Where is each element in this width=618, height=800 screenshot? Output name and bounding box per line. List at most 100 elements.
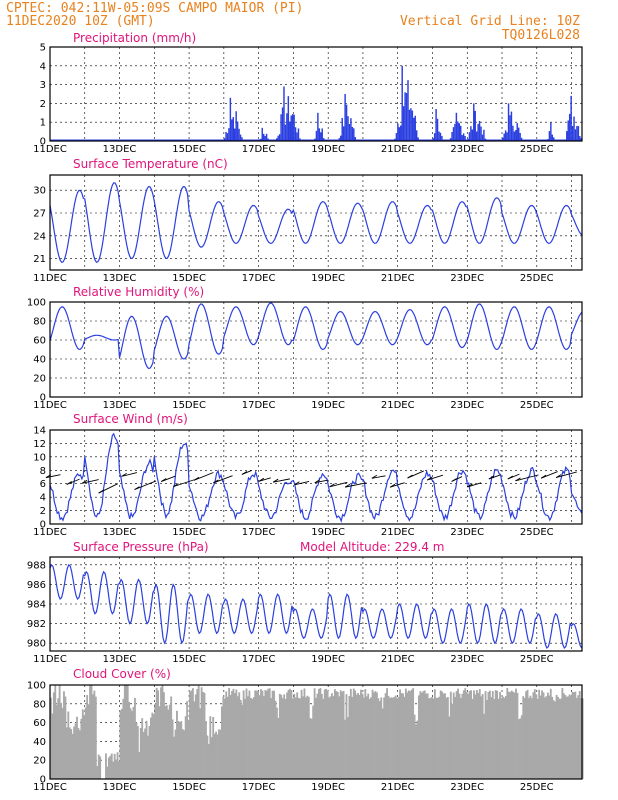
cloud-bar (315, 697, 317, 779)
cloud-bar (139, 728, 142, 779)
cloud-bar (442, 693, 445, 779)
cloud-bar (309, 718, 312, 779)
precip-ytick: 4 (40, 61, 46, 72)
cloud-bar (406, 692, 409, 779)
cloud-bar (280, 694, 283, 779)
wind-arrowhead (241, 471, 248, 475)
wind-ytick: 6 (40, 479, 46, 490)
cloud-bar (322, 698, 325, 779)
humidity-ytick: 40 (33, 355, 46, 366)
precip-bar (291, 114, 294, 141)
cloud-xtick: 23DEC (450, 782, 484, 793)
precip-bar (226, 133, 229, 141)
cloud-bar (575, 697, 578, 779)
precip-bar (345, 104, 348, 141)
precip-bar (318, 128, 321, 141)
precip-ytick: 3 (40, 80, 46, 91)
cloud-bar (244, 698, 246, 779)
cloud-bar (184, 716, 187, 779)
temp-xtick: 11DEC (33, 273, 67, 284)
wind-arrow (389, 482, 405, 488)
cloud-bar (504, 696, 507, 779)
wind-frame (49, 429, 583, 525)
precip-bar (415, 130, 418, 141)
cloud-bar (216, 734, 219, 779)
precip-bar (480, 126, 482, 141)
precip-bar (452, 127, 455, 141)
cloud-bar (488, 690, 491, 779)
cloud-bar (449, 691, 452, 779)
precip-bar (233, 128, 236, 141)
pressure-ytick: 988 (27, 560, 46, 571)
temp-xtick: 13DEC (103, 273, 137, 284)
cloud-bar (271, 690, 274, 779)
cloud-bar (281, 698, 284, 779)
precip-bar (407, 80, 409, 141)
cloud-bar (148, 725, 151, 779)
cloud-bar (171, 719, 174, 779)
cloud-bar (513, 692, 516, 779)
wind-arrowhead (344, 483, 351, 488)
cloud-bar (61, 707, 64, 779)
wind-xtick: 11DEC (33, 527, 67, 538)
wind-arrow (173, 479, 195, 488)
cloud-bar (299, 698, 302, 779)
cloud-bar (96, 766, 99, 779)
cloud-bar (486, 699, 488, 779)
cloud-xtick: 25DEC (520, 782, 554, 793)
precip-bar (553, 137, 555, 141)
cloud-bar (63, 691, 65, 779)
wind-xtick: 25DEC (520, 527, 554, 538)
precip-bar (341, 117, 343, 141)
precip-bar (460, 125, 462, 141)
wind-xtick: 17DEC (242, 527, 276, 538)
cloud-ytick: 20 (33, 756, 46, 767)
wind-arrowhead (213, 479, 219, 484)
humidity-ytick: 80 (33, 317, 46, 328)
cloud-bar (210, 737, 213, 779)
wind-arrow (555, 471, 577, 479)
cloud-bar (515, 688, 517, 779)
cloud-bar (229, 694, 232, 779)
header-location: CPTEC: 042:11W-05:09S CAMPO MAIOR (PI) (6, 1, 303, 16)
cloud-bar (512, 691, 515, 779)
wind-ytick: 10 (33, 452, 46, 463)
cloud-bar (348, 696, 351, 779)
cloud-bar (155, 687, 158, 779)
cloud-xtick: 13DEC (103, 782, 137, 793)
cloud-bar (441, 691, 444, 779)
pressure-xtick: 25DEC (520, 654, 554, 665)
cloud-bar (107, 757, 110, 779)
pressure-ytick: 982 (27, 619, 46, 630)
wind-arrow (371, 475, 386, 479)
cloud-bar (333, 689, 336, 779)
cloud-bar (125, 685, 128, 779)
cloud-bar (122, 698, 125, 779)
cloud-bar (232, 688, 235, 779)
precip-bar (414, 115, 416, 141)
wind-arrowhead (329, 483, 335, 488)
cloud-bar (509, 692, 512, 779)
precip-title: Precipitation (mm/h) (73, 31, 196, 45)
precip-bar (278, 134, 281, 141)
cloud-bar (194, 694, 197, 779)
cloud-bar (539, 695, 542, 779)
cloud-bar (336, 691, 339, 779)
cloud-bar (506, 687, 509, 779)
cloud-bar (451, 704, 454, 779)
precip-bar (507, 103, 510, 141)
cloud-bar (399, 689, 402, 779)
cloud-bar (257, 691, 260, 779)
wind-arrow (213, 475, 233, 484)
humidity-ytick: 100 (27, 298, 46, 309)
wind-arrow (467, 482, 482, 488)
precip-bar (477, 123, 479, 141)
wind-title: Surface Wind (m/s) (73, 412, 188, 426)
cloud-bar (113, 753, 116, 779)
cloud-xtick: 17DEC (242, 782, 276, 793)
cloud-bar (493, 698, 496, 779)
precip-bar (457, 121, 459, 141)
precip-xtick: 19DEC (311, 144, 345, 155)
wind-arrowhead (294, 481, 300, 486)
cloud-bar (312, 705, 315, 779)
